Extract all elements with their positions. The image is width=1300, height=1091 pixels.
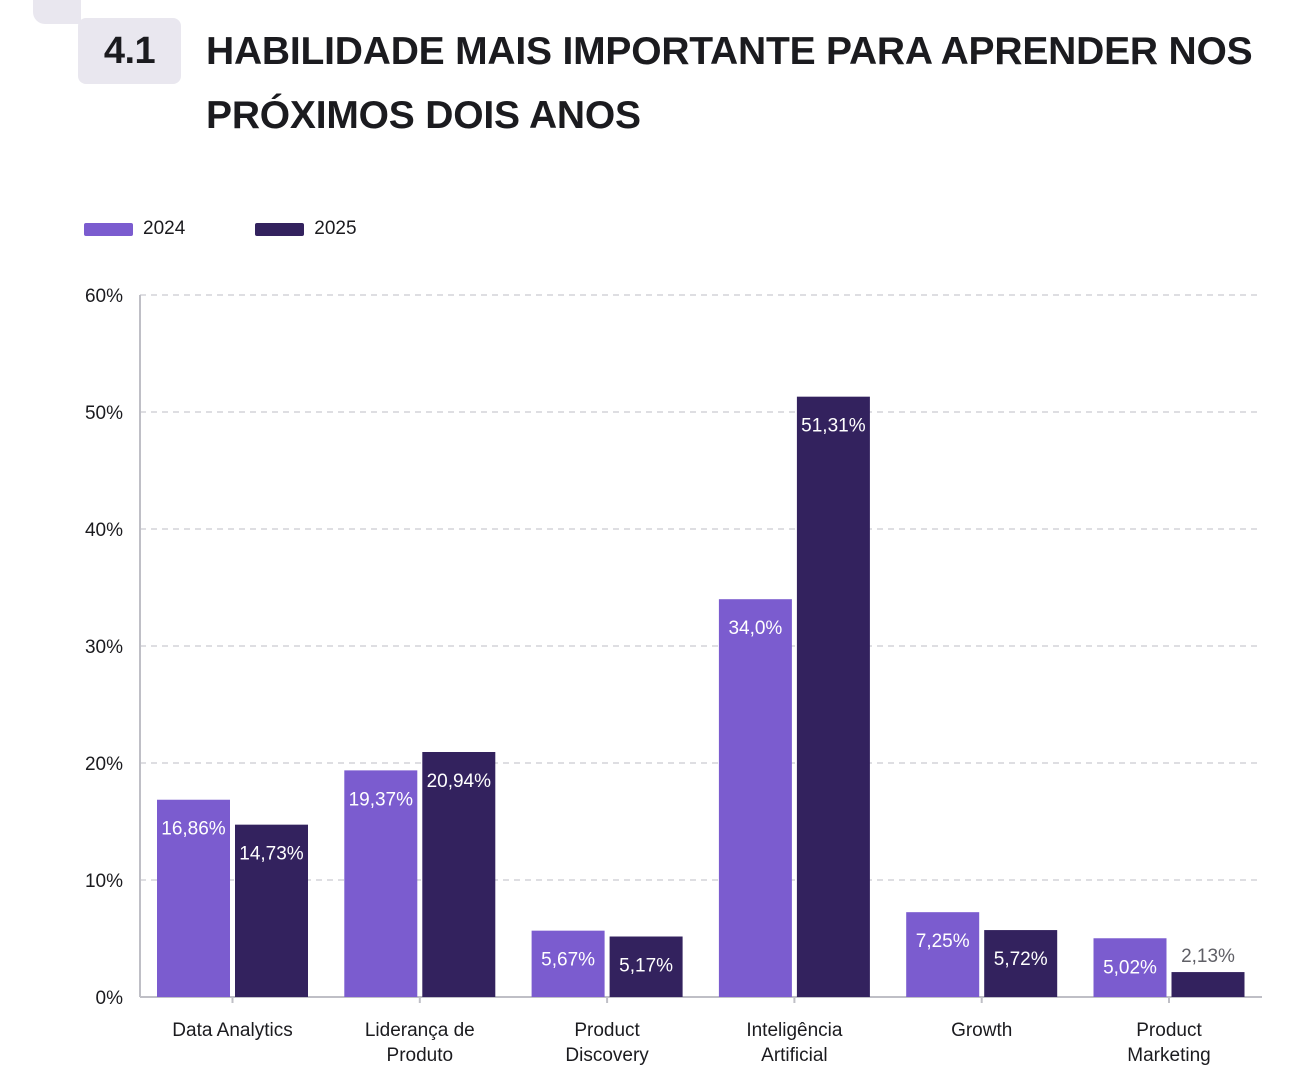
bar-2025	[235, 824, 308, 997]
data-label-2024: 5,67%	[541, 950, 595, 971]
data-label-2024: 34,0%	[728, 618, 782, 639]
bar-2024	[531, 930, 605, 997]
y-tick-label: 60%	[85, 286, 123, 307]
section-number-badge: 4.1	[78, 18, 181, 84]
legend-label-2025: 2025	[314, 218, 357, 239]
data-label-2025: 5,72%	[994, 949, 1048, 970]
bar-2025	[1171, 972, 1245, 997]
x-category-label: Liderança de Produto	[365, 1020, 475, 1066]
x-category-label: Data Analytics	[172, 1020, 292, 1041]
y-tick-label: 40%	[85, 520, 123, 541]
legend-swatch-2025	[255, 222, 305, 236]
bar-2024	[718, 599, 792, 997]
y-tick-label: 20%	[85, 754, 123, 775]
data-label-2025: 20,94%	[427, 771, 492, 792]
bar-2024	[1093, 938, 1167, 997]
chart-title: HABILIDADE MAIS IMPORTANTE PARA APRENDER…	[206, 30, 1253, 137]
data-label-2025: 14,73%	[239, 844, 304, 865]
legend-item-2025: 2025	[255, 218, 357, 240]
bar-2025	[796, 396, 870, 998]
y-tick-label: 50%	[85, 403, 123, 424]
bar-2025	[984, 930, 1058, 997]
x-category-label: Product Discovery	[565, 1020, 649, 1066]
y-tick-label: 10%	[85, 871, 123, 892]
data-label-2024: 7,25%	[916, 931, 970, 952]
data-label-2024: 19,37%	[349, 789, 414, 810]
x-category-label: Growth	[951, 1020, 1012, 1041]
corner-tab	[33, 0, 81, 24]
bar-2024	[344, 770, 418, 997]
bar-2025	[422, 752, 496, 997]
legend: 2024 2025	[84, 218, 427, 240]
legend-item-2024: 2024	[84, 218, 185, 240]
x-category-label: Inteligência Artificial	[746, 1020, 843, 1066]
data-label-2024: 16,86%	[161, 819, 226, 840]
x-category-label: Product Marketing	[1127, 1020, 1210, 1066]
legend-swatch-2024	[84, 222, 133, 236]
data-label-2025: 2,13%	[1181, 946, 1235, 967]
legend-label-2024: 2024	[143, 218, 186, 239]
data-label-2024: 5,02%	[1103, 957, 1157, 978]
bar-2025	[609, 936, 683, 997]
y-tick-label: 0%	[96, 988, 124, 1009]
y-tick-label: 30%	[85, 637, 123, 658]
data-label-2025: 51,31%	[801, 416, 866, 437]
bar-2024	[906, 912, 980, 997]
data-label-2025: 5,17%	[619, 956, 673, 977]
bar-2024	[157, 799, 230, 997]
